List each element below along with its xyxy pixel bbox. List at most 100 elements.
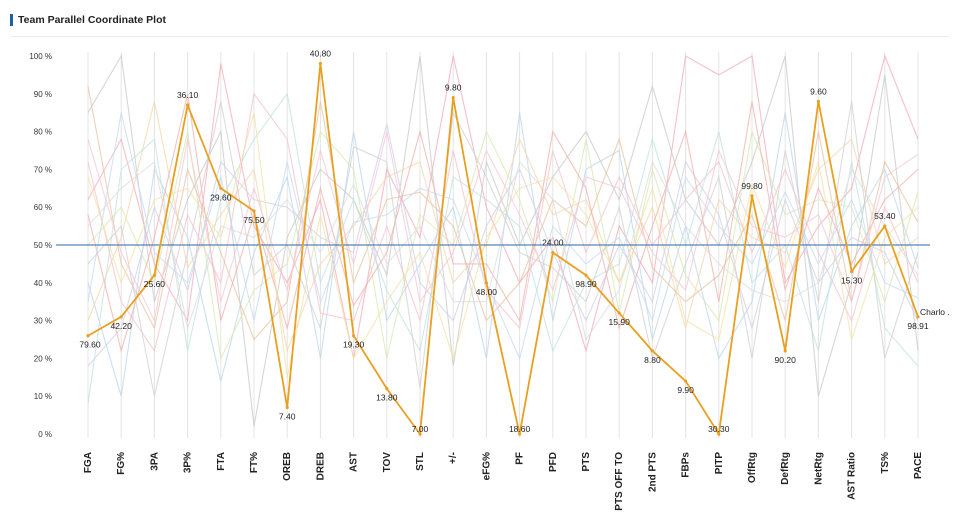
y-tick-label-0: 0 %: [38, 430, 52, 439]
x-axis-label-15: PTS: [581, 452, 592, 472]
background-series-line-0: [87, 54, 919, 359]
x-axis-label-17: 2nd PTS: [647, 452, 658, 492]
data-label-23: 15.30: [841, 275, 863, 285]
background-series-line-14: [87, 160, 919, 341]
x-axis-label-9: TOV: [382, 452, 393, 473]
highlight-point-6: [285, 405, 289, 410]
data-label-3: 36.10: [177, 90, 199, 100]
highlight-point-7: [318, 61, 322, 66]
highlight-point-11: [451, 95, 455, 100]
x-axis-label-5: FT%: [249, 452, 260, 473]
chart-title: Team Parallel Coordinate Plot: [18, 14, 167, 26]
background-series-line-12: [87, 112, 919, 361]
x-axis-label-16: PTS OFF TO: [614, 452, 625, 511]
x-axis-label-12: eFG%: [481, 452, 492, 480]
data-label-7: 40.80: [310, 49, 332, 59]
background-series-line-9: [87, 93, 919, 353]
x-axis-label-20: OffRtg: [747, 452, 758, 483]
x-axis-label-25: PACE: [913, 452, 924, 479]
data-label-11: 9.80: [445, 83, 462, 93]
x-axis-label-4: FTA: [216, 452, 227, 471]
data-label-13: 18.60: [509, 424, 531, 434]
background-series-line-7: [87, 86, 919, 341]
x-axis-label-11: +/-: [448, 452, 459, 464]
x-axis-label-13: PF: [515, 452, 526, 465]
background-series-line-2: [87, 54, 919, 427]
highlight-point-1: [119, 315, 123, 319]
y-tick-label-5: 50 %: [34, 241, 52, 250]
highlight-point-22: [816, 99, 821, 103]
highlight-point-19: [717, 432, 721, 436]
highlight-point-2: [152, 273, 156, 277]
data-label-18: 9.90: [677, 385, 694, 395]
highlight-point-9: [385, 387, 389, 391]
x-axis-label-21: DefRtg: [780, 452, 791, 485]
x-axis-label-0: FGA: [83, 452, 94, 473]
data-label-5: 75.50: [243, 215, 265, 225]
x-axis-label-18: FBPs: [681, 452, 692, 478]
data-label-8: 19.30: [343, 340, 365, 350]
x-axis-label-23: AST Ratio: [847, 452, 858, 500]
highlight-series-name: Charlo .: [920, 307, 950, 317]
highlight-series-layer: 79.60 42.20 25.60 36.10 29.60 75.50 7.40 40.80 1…: [79, 49, 950, 437]
y-tick-label-4: 40 %: [34, 279, 52, 288]
highlight-series-line: [87, 63, 919, 437]
title-accent-bar: [10, 14, 13, 26]
data-label-20: 99.80: [741, 181, 763, 191]
data-label-14: 24.00: [542, 238, 564, 248]
data-label-4: 29.60: [210, 192, 232, 202]
y-tick-label-9: 90 %: [34, 90, 52, 99]
background-series-line-13: [87, 131, 919, 323]
highlight-point-3: [186, 103, 190, 107]
chart-title-row: Team Parallel Coordinate Plot: [10, 14, 166, 26]
x-axis-label-1: FG%: [116, 452, 127, 475]
data-label-24: 53.40: [874, 211, 896, 221]
data-label-2: 25.60: [144, 279, 166, 289]
x-axis-label-22: NetRtg: [813, 452, 824, 485]
highlight-point-25: [916, 315, 920, 319]
data-label-21: 90.20: [775, 355, 797, 365]
data-label-22: 9.60: [810, 86, 827, 96]
highlight-point-12: [484, 281, 488, 285]
highlight-point-14: [551, 250, 555, 255]
highlight-point-16: [617, 311, 621, 315]
y-tick-label-3: 30 %: [34, 317, 52, 326]
y-tick-label-6: 60 %: [34, 203, 52, 212]
data-label-15: 98.90: [575, 279, 597, 289]
background-series-line-11: [87, 112, 919, 378]
x-axis-label-6: OREB: [282, 452, 293, 481]
x-axis-label-2: 3PA: [149, 452, 160, 471]
background-series-line-6: [87, 123, 919, 367]
x-axis-label-14: PFD: [548, 452, 559, 472]
data-label-9: 13.80: [376, 393, 398, 403]
data-label-0: 79.60: [79, 340, 101, 350]
data-label-25: 98.91: [907, 321, 929, 331]
highlight-point-10: [418, 432, 422, 436]
background-series-line-3: [87, 101, 919, 353]
x-axis-label-3: 3P%: [183, 452, 194, 473]
x-axis-labels: FGA FG% 3PA 3P% FTA FT% OREB DREB AST TOV STL +/- eF…: [83, 452, 924, 511]
highlight-point-8: [352, 334, 356, 338]
highlight-point-15: [584, 273, 588, 277]
background-series-line-5: [87, 129, 919, 361]
x-axis-label-7: DREB: [315, 452, 326, 480]
y-tick-label-1: 10 %: [34, 392, 52, 401]
data-label-17: 8.80: [644, 355, 661, 365]
highlight-point-4: [219, 186, 223, 190]
data-label-16: 15.90: [609, 317, 631, 327]
data-label-12: 48.00: [476, 287, 498, 297]
highlight-point-13: [518, 432, 522, 436]
y-tick-label-7: 70 %: [34, 165, 52, 174]
highlight-point-21: [783, 349, 787, 353]
background-series-line-10: [87, 101, 919, 397]
x-axis-label-8: AST: [349, 452, 360, 472]
background-series-layer: [87, 54, 919, 427]
highlight-point-23: [850, 269, 854, 274]
highlight-point-0: [86, 334, 90, 338]
x-axis-label-19: PITP: [714, 452, 725, 475]
highlight-point-20: [750, 194, 754, 198]
x-axis-label-10: STL: [415, 452, 426, 471]
data-label-6: 7.40: [279, 412, 296, 422]
y-tick-labels: 0 % 10 % 20 % 30 % 40 % 50 % 60 % 70 % 80 % 90 % 1…: [29, 52, 52, 439]
